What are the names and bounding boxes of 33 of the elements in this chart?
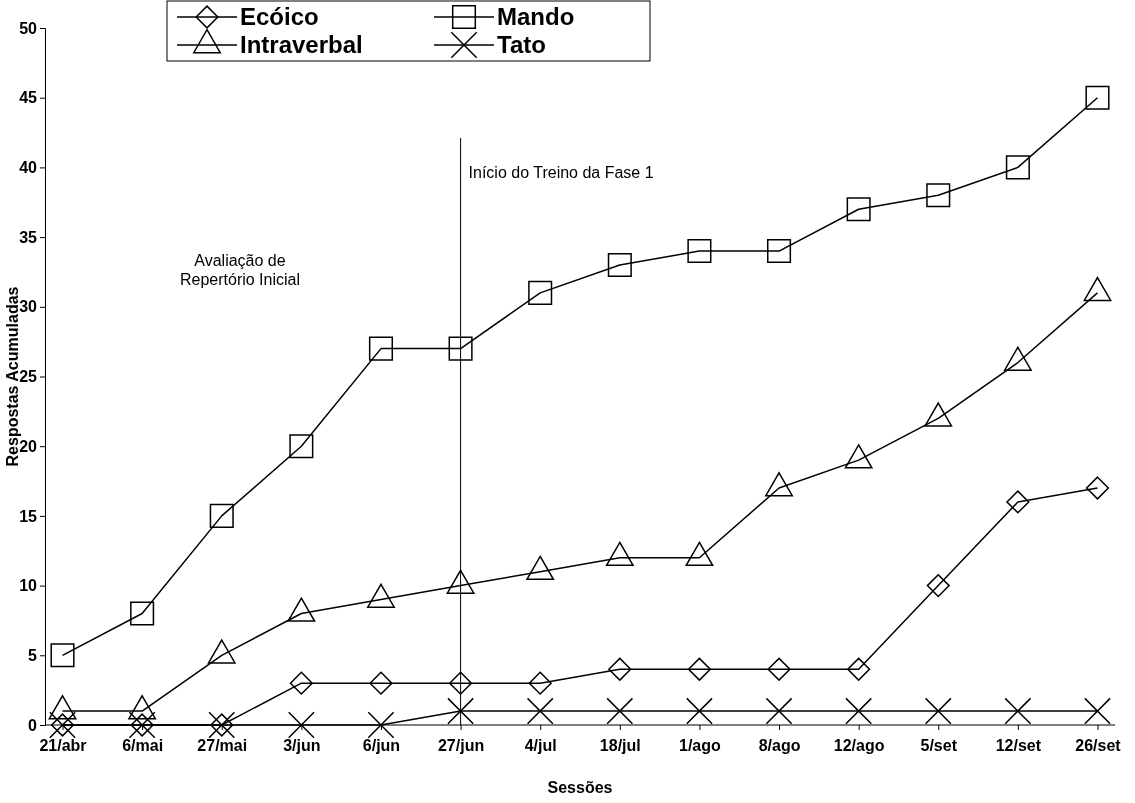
x-tick-label: 18/jul — [599, 736, 641, 754]
x-tick-label: 1/ago — [679, 736, 722, 754]
x-tick-label: 8/ago — [758, 736, 801, 754]
y-tick-label: 0 — [28, 716, 38, 734]
x-tick-label: 12/set — [995, 736, 1042, 754]
y-tick-label: 25 — [19, 368, 38, 386]
x-tick-label: 21/abr — [39, 736, 87, 754]
y-tick-label: 35 — [19, 228, 38, 246]
legend-label: Intraverbal — [240, 31, 363, 58]
x-axis-title: Sessões — [547, 779, 613, 796]
x-tick-label: 5/set — [920, 736, 958, 754]
x-tick-label: 6/jun — [362, 736, 401, 754]
y-tick-label: 30 — [19, 298, 38, 316]
x-tick-label: 12/ago — [833, 736, 885, 754]
y-tick-label: 40 — [19, 159, 38, 177]
y-tick-label: 20 — [19, 437, 38, 455]
x-tick-label: 27/mai — [197, 736, 248, 754]
legend-label: Mando — [497, 3, 575, 30]
x-tick-label: 26/set — [1075, 736, 1122, 754]
legend-label: Tato — [497, 31, 546, 58]
ref-line-label: Início do Treino da Fase 1 — [468, 164, 654, 181]
y-tick-label: 15 — [19, 507, 38, 525]
y-tick-label: 50 — [19, 19, 38, 37]
x-tick-label: 4/jul — [524, 736, 557, 754]
y-tick-label: 5 — [28, 646, 38, 664]
legend-label: Ecóico — [240, 3, 319, 30]
y-tick-label: 45 — [19, 89, 38, 107]
x-tick-label: 6/mai — [122, 736, 164, 754]
y-tick-label: 10 — [19, 577, 38, 595]
x-tick-label: 27/jun — [437, 736, 485, 754]
annotation: Avaliação de Repertório Inicial — [179, 252, 301, 289]
x-tick-label: 3/jun — [283, 736, 321, 754]
y-axis-title: Respostas Acumuladas — [4, 286, 21, 467]
